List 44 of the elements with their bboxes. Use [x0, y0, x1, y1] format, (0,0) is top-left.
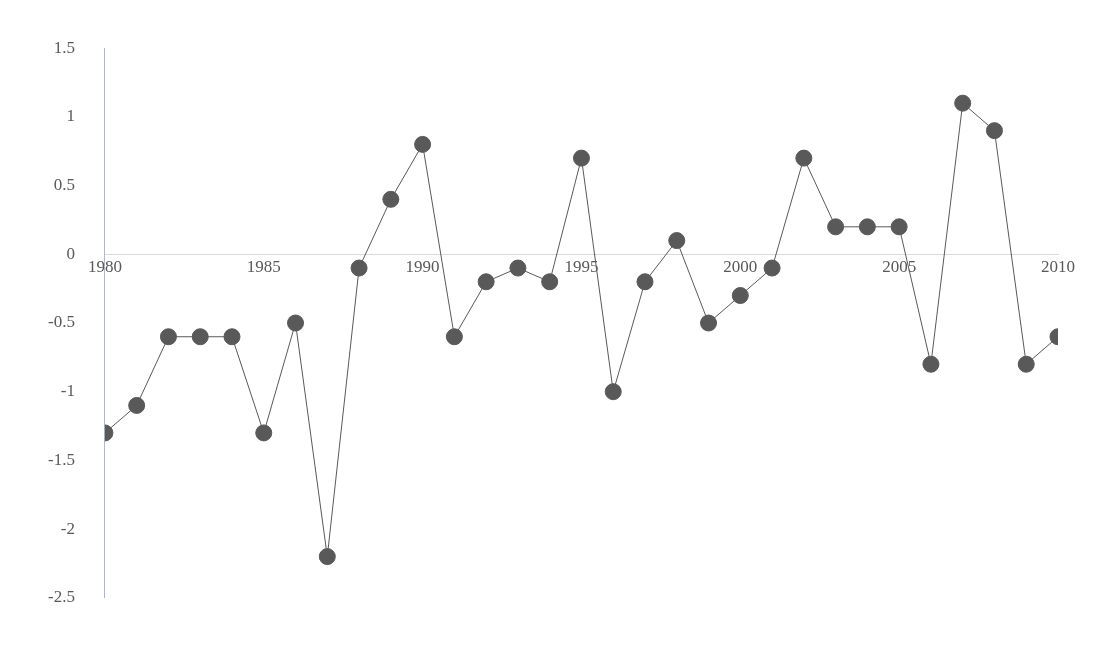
y-tick-label: 1.5 — [53, 37, 75, 57]
point — [287, 314, 305, 332]
point — [890, 218, 908, 236]
y-tick-label: 0.5 — [53, 175, 75, 195]
x-tick-label: 1990 — [405, 256, 440, 276]
point — [795, 149, 813, 167]
point — [636, 273, 654, 291]
point — [350, 259, 368, 277]
x-tick-label: 2005 — [882, 256, 917, 276]
point — [223, 328, 241, 346]
x-tick-label: 2000 — [723, 256, 758, 276]
point — [509, 259, 527, 277]
point — [414, 135, 432, 153]
point — [572, 149, 590, 167]
y-tick-label: -1 — [60, 381, 75, 401]
point — [858, 218, 876, 236]
point — [763, 259, 781, 277]
point — [191, 328, 209, 346]
y-tick-label: 0 — [66, 243, 75, 263]
x-tick-label: 2010 — [1041, 256, 1075, 276]
point — [477, 273, 495, 291]
point — [128, 396, 146, 414]
y-tick-label: -1.5 — [47, 449, 75, 469]
point — [827, 218, 845, 236]
point — [1017, 355, 1035, 373]
point — [922, 355, 940, 373]
point — [445, 328, 463, 346]
point — [159, 328, 177, 346]
point — [604, 383, 622, 401]
x-tick-label: 1985 — [246, 256, 281, 276]
x-tick-label: 1980 — [87, 256, 122, 276]
y-tick-label: -0.5 — [47, 312, 75, 332]
point — [382, 190, 400, 208]
point — [541, 273, 559, 291]
point — [731, 287, 749, 305]
point — [318, 548, 336, 566]
y-tick-label: -2.5 — [47, 587, 75, 607]
point — [985, 122, 1003, 140]
y-tick-label: -2 — [60, 518, 75, 538]
point — [255, 424, 273, 442]
y-tick-label: 1 — [66, 106, 75, 126]
point — [700, 314, 718, 332]
point — [954, 94, 972, 112]
point — [668, 232, 686, 250]
